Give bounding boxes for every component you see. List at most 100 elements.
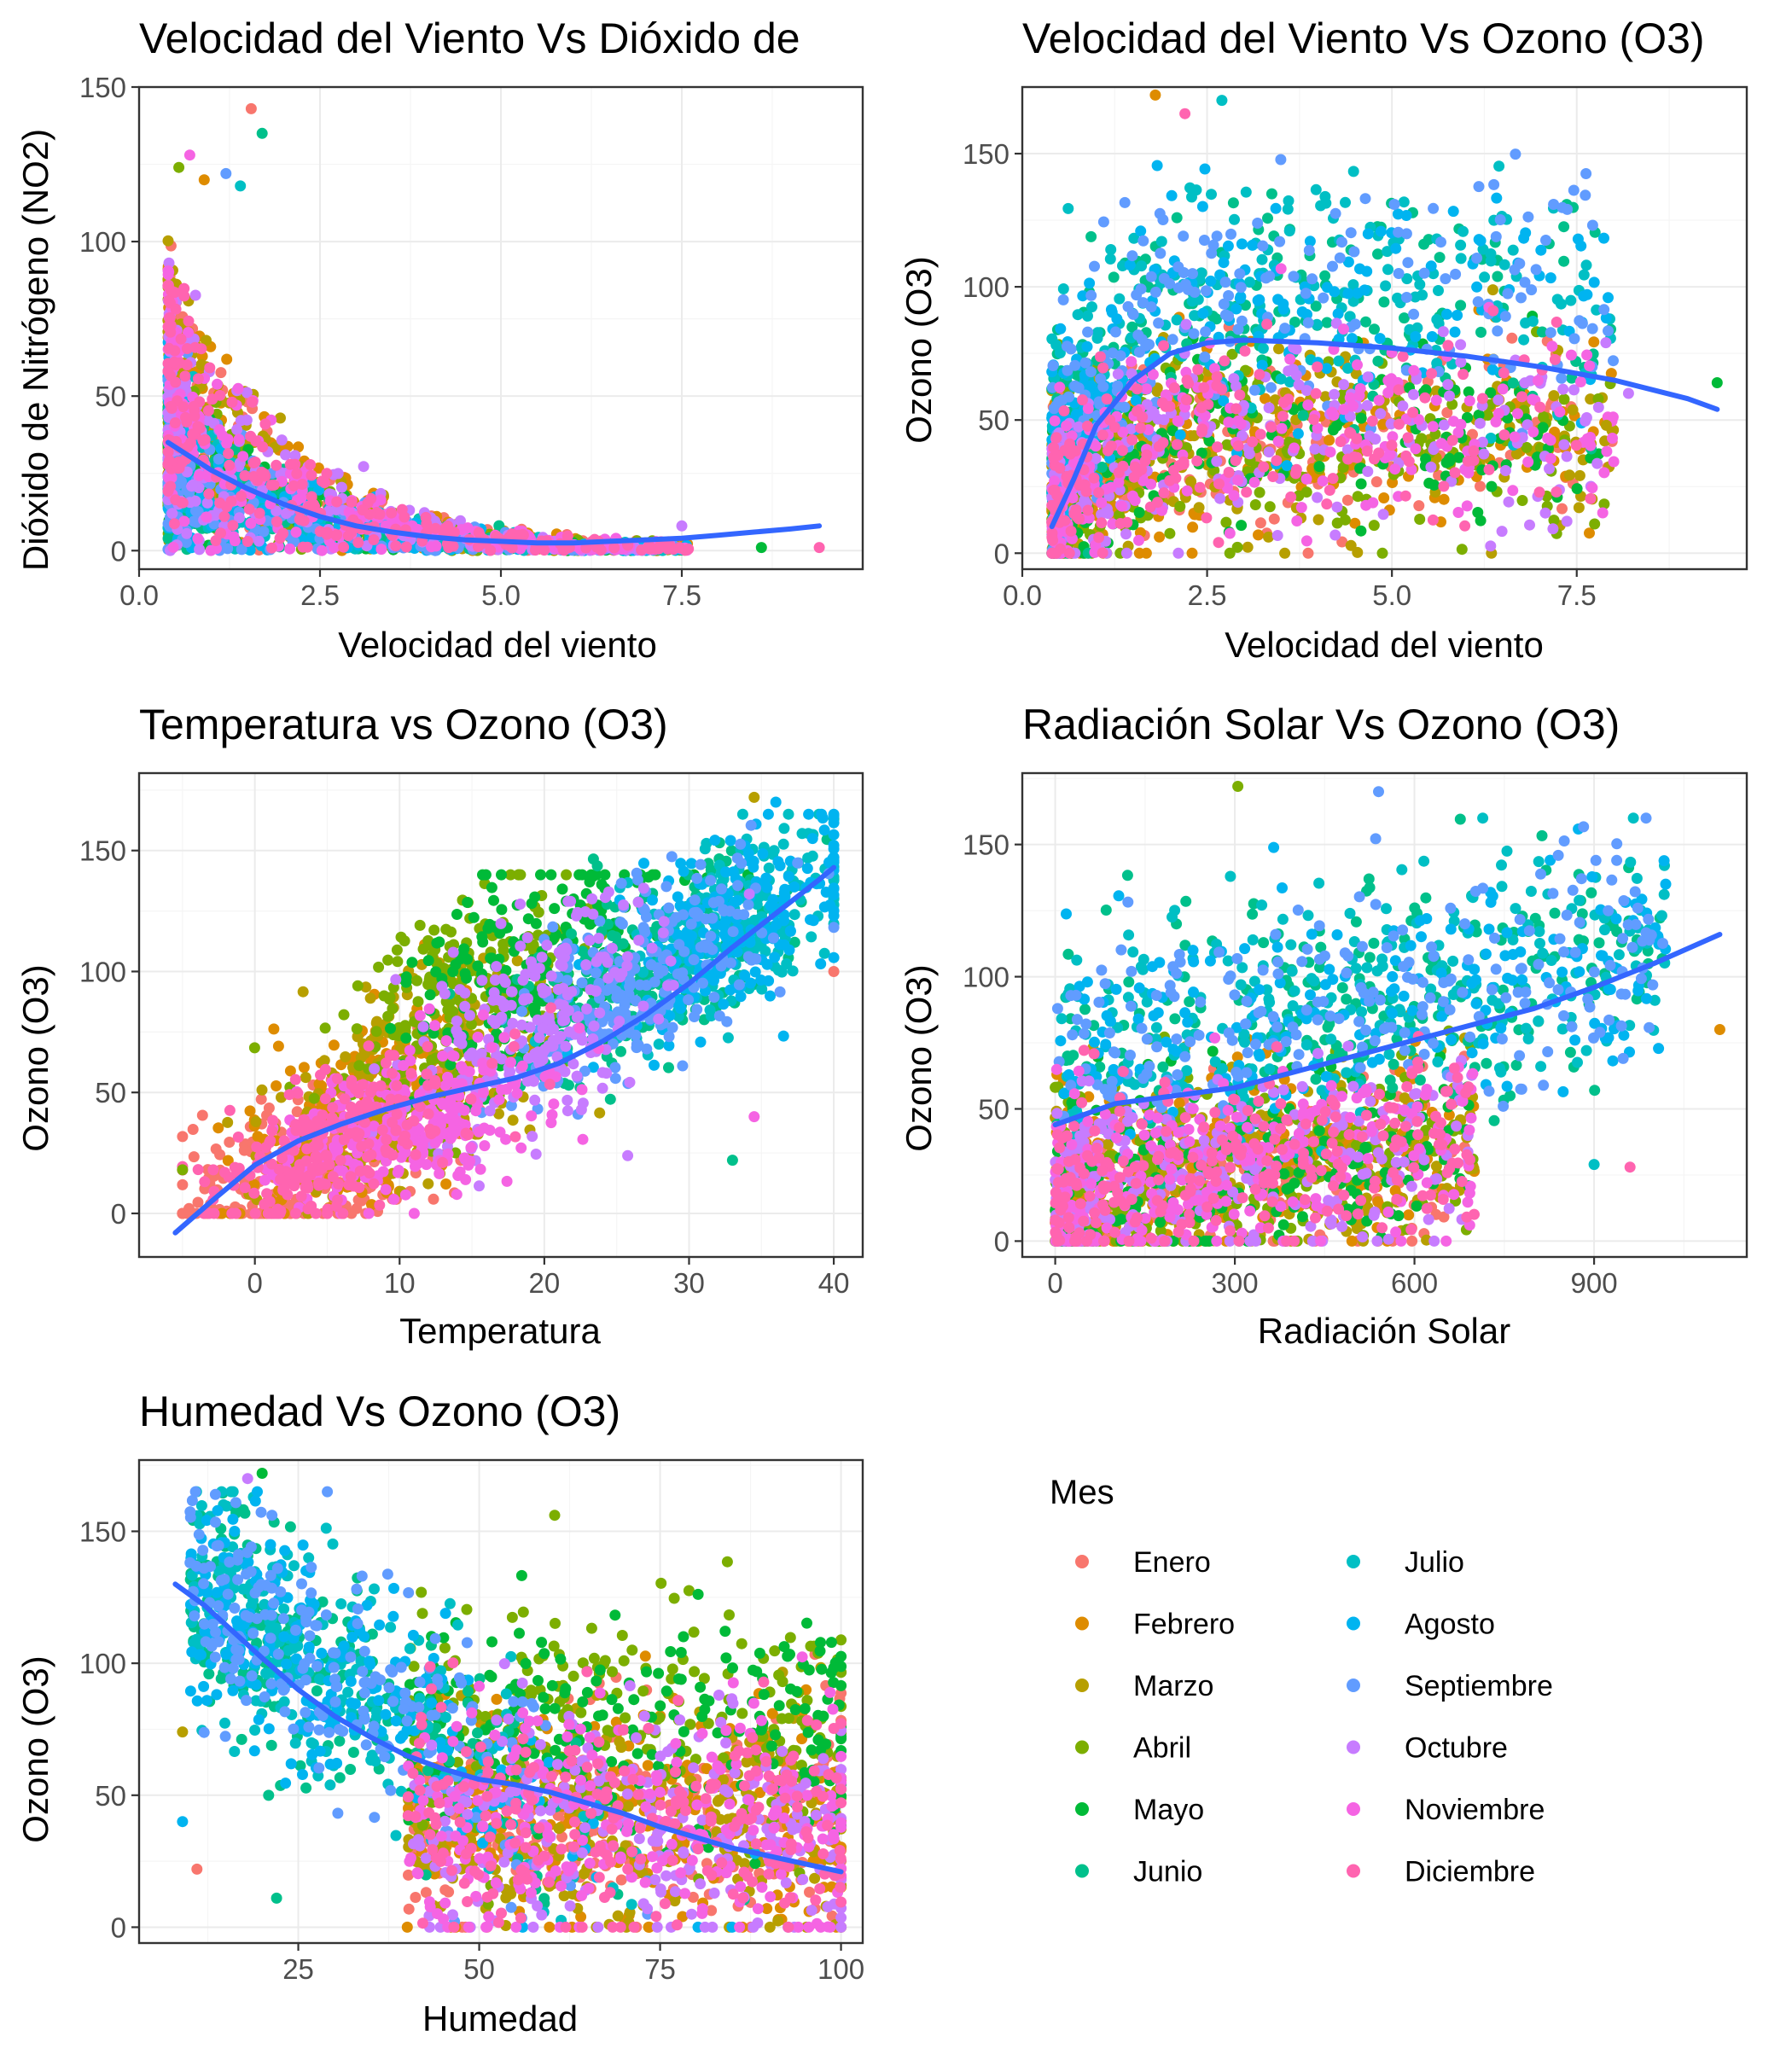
data-point [1231,303,1242,315]
data-point [1128,232,1140,244]
data-point [271,515,282,527]
data-point [189,404,201,416]
data-point [1108,271,1120,283]
data-point [1499,465,1511,476]
data-point [1149,286,1161,298]
data-point [1347,295,1359,307]
data-point [1548,199,1560,210]
data-point [173,161,185,173]
data-point [1082,310,1093,322]
data-point [1499,311,1511,323]
data-point [1475,515,1487,527]
data-point [1222,240,1234,252]
data-point [1337,462,1349,474]
data-point [1568,184,1580,196]
data-point [1236,315,1248,327]
data-point [1334,252,1346,264]
data-point [813,542,825,554]
data-point [1293,379,1305,391]
data-point [1473,409,1485,421]
data-point [252,474,264,486]
data-point [167,286,179,298]
data-point [1268,513,1280,525]
data-point [1321,317,1333,329]
data-point [195,343,207,355]
data-point [1444,390,1455,402]
data-point [212,378,223,390]
data-point [1378,296,1390,308]
data-point [473,527,485,538]
data-point [448,527,460,538]
data-point [1607,433,1618,444]
data-point [1097,216,1109,228]
data-point [346,496,358,508]
data-point [1047,360,1059,371]
data-point [1487,364,1498,375]
data-point [1414,514,1426,525]
data-point [1254,486,1265,498]
data-point [162,532,174,544]
data-point [1567,404,1579,416]
data-point [375,494,387,506]
data-point [1104,253,1116,265]
data-point [1410,443,1422,455]
data-point [258,526,270,538]
data-point [1457,225,1469,237]
data-point [1113,476,1125,488]
data-point [429,522,441,534]
data-point [1453,451,1465,463]
x-tick-label: 2.5 [300,579,340,611]
smooth-line [165,439,823,546]
data-point [1540,235,1551,246]
data-point [1310,183,1322,195]
data-point [162,365,174,377]
data-point [1426,331,1438,342]
data-point [1086,301,1097,313]
data-point [259,418,271,430]
data-point [1561,451,1573,463]
data-point [1375,225,1387,237]
data-point [1341,444,1353,456]
data-point [1228,490,1240,502]
data-point [1496,526,1508,538]
data-point [1425,461,1437,473]
data-point [213,424,225,436]
data-point [1456,544,1468,556]
data-point [218,510,230,522]
data-point [1510,448,1522,460]
data-point [1387,431,1399,443]
data-point [1346,333,1358,345]
data-point [1434,252,1446,264]
data-point [595,544,607,556]
data-point [177,457,189,468]
data-point [1442,379,1454,391]
data-point [280,508,292,520]
data-point [1227,197,1239,209]
data-point [1493,160,1505,172]
data-point [1347,166,1359,177]
data-point [1361,399,1373,411]
data-point [1283,225,1295,237]
data-point [165,400,177,412]
data-point [1077,290,1089,302]
data-point [1413,500,1425,512]
data-point [1279,547,1291,559]
data-point [1300,288,1312,300]
data-point [342,530,354,542]
x-tick-label: 0.0 [119,579,159,611]
data-point [1327,424,1339,436]
data-point [1336,236,1347,248]
data-point [1401,273,1413,285]
data-point [1524,375,1536,387]
data-point [1319,391,1331,403]
data-point [368,534,380,545]
data-point [1097,381,1109,393]
data-point [1558,221,1570,233]
data-point [1352,546,1364,558]
data-point [290,527,302,538]
data-point [1417,289,1428,301]
data-point [1359,284,1370,296]
data-point [225,496,237,507]
data-point [1085,230,1097,242]
data-point [1324,446,1336,458]
